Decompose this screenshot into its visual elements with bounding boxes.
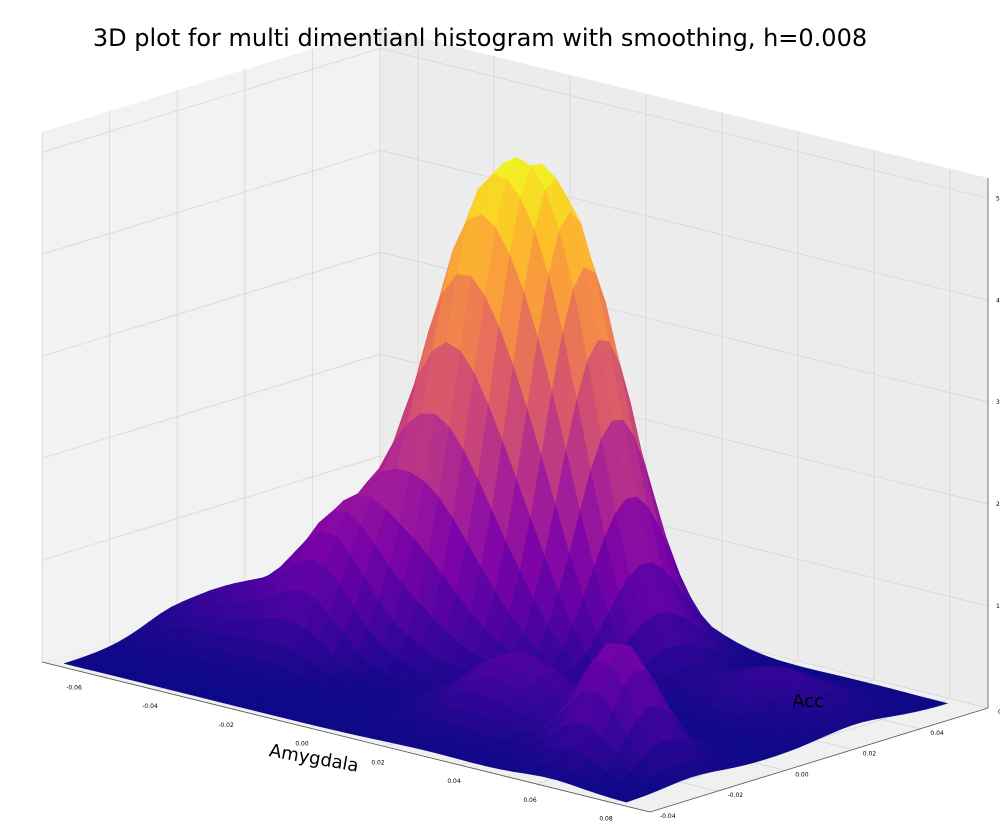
y-tick-label: -0.02: [728, 792, 744, 799]
y-tick-label: 0.00: [795, 771, 809, 778]
grid-line-z: [41, 455, 989, 607]
surface-mesh: [63, 156, 949, 803]
x-tick-label: -0.02: [218, 722, 234, 729]
x-axis-label: Amygdala: [268, 740, 361, 776]
x-tick-label: 0.00: [295, 741, 309, 748]
left-pane: [42, 28, 380, 662]
x-axis-line: [41, 661, 651, 813]
grid-line-z: [41, 251, 989, 403]
grid-line-z: [41, 149, 989, 301]
y-tick-label: -0.04: [660, 813, 676, 820]
y-axis-line: [649, 707, 989, 813]
x-tick-label: 0.08: [599, 816, 613, 823]
z-tick-label: 5: [996, 195, 1000, 202]
x-tick-label: 0.04: [447, 778, 461, 785]
z-tick-label: 4: [996, 297, 1000, 304]
x-tick-label: -0.06: [66, 684, 82, 691]
z-tick-label: 1: [996, 603, 1000, 610]
z-tick-label: 3: [996, 399, 1000, 406]
surface-facet: [611, 793, 638, 803]
y-tick-label: 0.06: [998, 709, 1000, 716]
grid-line-z: [41, 47, 989, 199]
chart-title: 3D plot for multi dimentianl histogram w…: [93, 24, 867, 52]
grid-line-z: [41, 353, 989, 505]
y-tick-label: 0.04: [930, 730, 944, 737]
y-axis-label: Acc: [792, 691, 824, 712]
axis-lines: [41, 178, 989, 813]
x-tick-label: -0.04: [142, 703, 158, 710]
z-tick-label: 2: [996, 501, 1000, 508]
y-tick-label: 0.02: [863, 751, 877, 758]
tick-labels: -0.06 -0.04 -0.02 0.00 0.02 0.04 0.06 0.08 -0.04…: [66, 195, 1000, 822]
x-tick-label: 0.02: [371, 759, 385, 766]
x-tick-label: 0.06: [523, 797, 537, 804]
